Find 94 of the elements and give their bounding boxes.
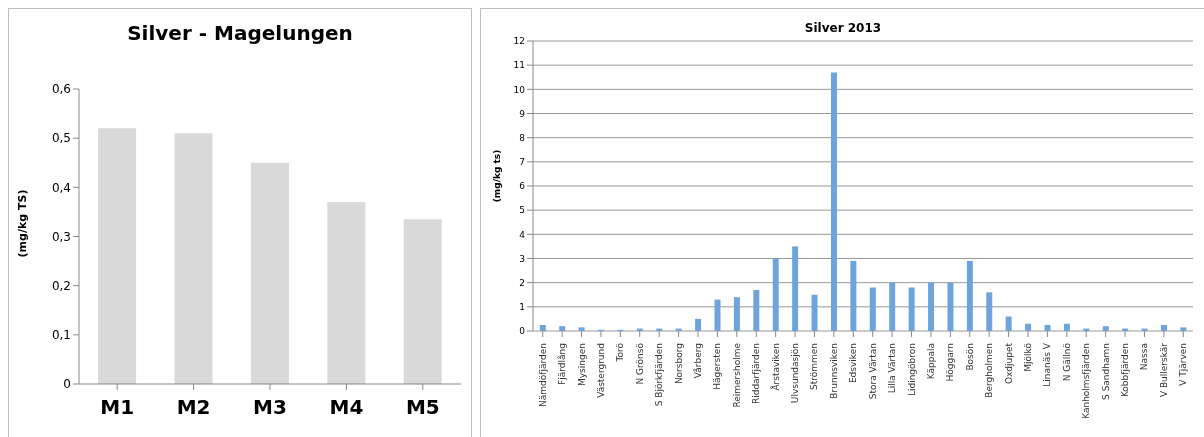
x-tick-label: Ulvsundasjön	[790, 343, 801, 404]
chart-title: Silver 2013	[803, 21, 883, 35]
bar	[889, 282, 896, 331]
x-tick-label: Reimersholme	[731, 342, 742, 408]
y-tick-label: 0,2	[51, 278, 71, 293]
bar	[928, 282, 935, 331]
x-tick-label: V Bullerskär	[1158, 342, 1169, 398]
x-tick-label: M3	[253, 395, 287, 419]
x-tick-label: V Tjärven	[1178, 343, 1189, 386]
x-tick-label: Riddarfjärden	[751, 343, 762, 405]
bar	[908, 287, 915, 331]
bar	[869, 287, 876, 331]
y-axis-title: (mg/kg TS)	[16, 189, 30, 258]
bar	[1102, 326, 1109, 331]
y-tick-label: 3	[519, 253, 525, 264]
y-tick-label: 6	[519, 181, 526, 192]
y-tick-label: 0	[63, 377, 71, 392]
y-tick-label: 0,5	[51, 131, 71, 146]
bar	[695, 318, 702, 331]
chart-title: Silver - Magelungen	[126, 21, 354, 45]
x-tick-label: Mjölkö	[1023, 342, 1033, 372]
y-tick-label: 0	[519, 326, 526, 337]
bar	[327, 202, 366, 384]
y-tick-label: 8	[519, 132, 526, 143]
x-tick-label: Edsviken	[848, 343, 859, 384]
x-tick-label: M4	[329, 395, 364, 419]
x-tick-label: Bergholmen	[984, 343, 995, 398]
x-tick-label: Kobbfjärden	[1120, 343, 1131, 398]
bar	[753, 289, 760, 331]
y-tick-label: 7	[519, 157, 525, 168]
y-tick-label: 11	[513, 60, 525, 71]
x-tick-label: Bosön	[964, 343, 975, 371]
x-tick-label: Lilla Värtan	[887, 343, 898, 394]
x-tick-label: S Sandhamn	[1100, 343, 1111, 400]
bar	[1180, 327, 1187, 331]
y-tick-label: 12	[513, 36, 525, 47]
x-tick-label: Lidingöbron	[906, 343, 917, 397]
x-tick-label: Nassa	[1139, 343, 1150, 371]
x-tick-label: Årstaviken	[769, 343, 781, 391]
x-tick-label: Fjärdlång	[557, 343, 568, 385]
y-tick-label: 5	[519, 205, 525, 216]
bar	[811, 294, 818, 331]
y-tick-label: 1	[519, 302, 525, 313]
x-tick-label: Oxdjupet	[1003, 342, 1014, 385]
bar	[966, 260, 973, 331]
y-tick-label: 0,1	[51, 328, 71, 343]
bar	[772, 258, 779, 331]
bar	[1044, 324, 1051, 331]
x-tick-label: Norsborg	[673, 343, 684, 385]
bar	[98, 128, 137, 384]
bar	[1025, 323, 1032, 331]
bar	[947, 282, 954, 331]
bar	[792, 246, 799, 331]
bar	[403, 219, 442, 384]
bar	[559, 326, 566, 331]
y-tick-label: 0,3	[51, 229, 71, 244]
y-tick-label: 2	[519, 277, 525, 288]
x-tick-label: M1	[100, 395, 135, 419]
x-tick-label: M5	[405, 395, 440, 419]
bar	[830, 72, 837, 331]
x-tick-label: Käppala	[925, 343, 936, 380]
bar	[714, 299, 721, 331]
x-tick-label: Strömmen	[809, 343, 820, 391]
x-tick-label: Västergrund	[595, 343, 606, 398]
y-tick-label: 0,4	[51, 180, 71, 195]
x-tick-label: Hägersten	[712, 343, 723, 390]
x-tick-label: Stora Värtan	[867, 343, 878, 400]
bar	[578, 327, 585, 331]
x-tick-label: S Björkfjärden	[654, 343, 665, 407]
x-tick-label: N Gällnö	[1061, 342, 1072, 382]
y-tick-label: 9	[519, 108, 526, 119]
y-tick-label: 4	[519, 229, 526, 240]
bar	[733, 297, 740, 331]
x-tick-label: Torö	[615, 342, 626, 363]
x-tick-label: M2	[176, 395, 211, 419]
y-tick-label: 10	[513, 84, 526, 95]
y-tick-label: 0,6	[51, 82, 71, 97]
x-tick-label: Kanholmsfjärden	[1081, 343, 1092, 419]
bar	[986, 292, 993, 331]
bar	[850, 260, 857, 331]
x-tick-label: Nämdöfjärden	[537, 343, 548, 407]
x-tick-label: Höggarn	[945, 343, 956, 382]
bar	[1063, 323, 1070, 331]
x-tick-label: Vårberg	[693, 343, 703, 379]
bar	[1005, 316, 1012, 331]
bar	[250, 162, 289, 384]
x-tick-label: Mysingen	[576, 343, 587, 386]
y-axis-title: (mg/kg ts)	[492, 149, 502, 203]
x-tick-label: Linanäs V	[1042, 342, 1053, 387]
x-tick-label: N Grönsö	[634, 342, 645, 385]
bar	[1160, 324, 1167, 331]
bar	[174, 133, 213, 384]
x-tick-label: Brunnsviken	[828, 343, 839, 399]
bar	[539, 324, 546, 331]
